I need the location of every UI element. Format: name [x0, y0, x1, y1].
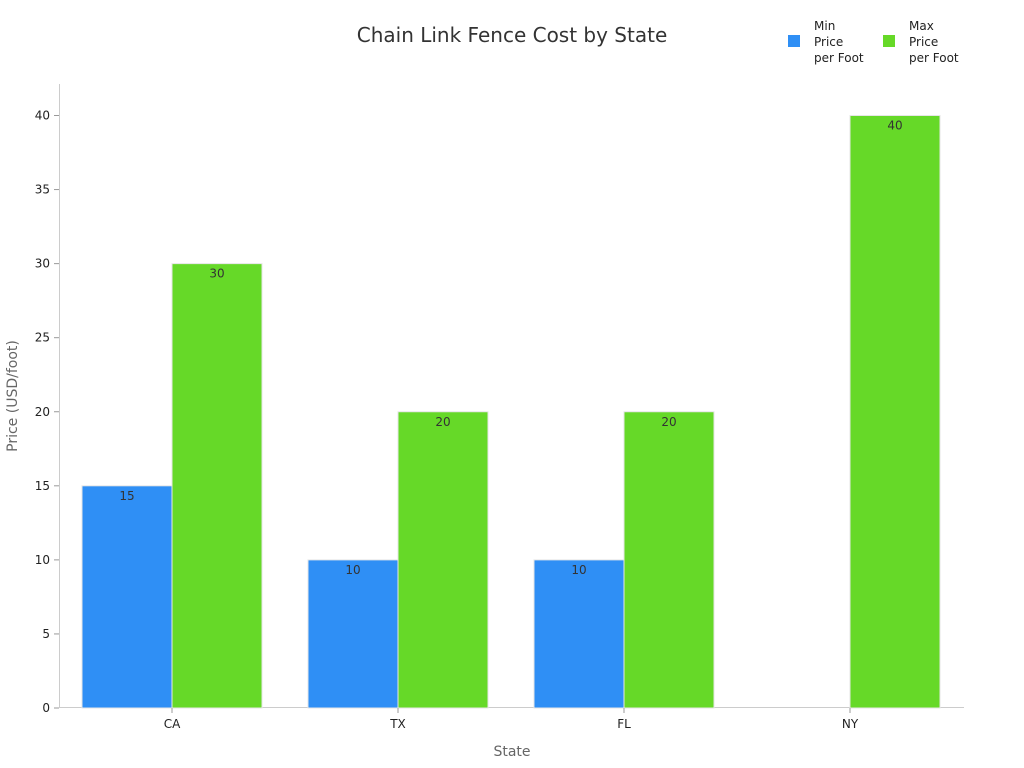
x-axis-title: State: [493, 744, 530, 760]
y-tick-label-25: 25: [35, 331, 50, 345]
bar-ca-max-price-per-foot: [171, 263, 263, 709]
y-tick-label-5: 5: [42, 627, 50, 641]
legend-label-max-price-per-foot: Max Price per Foot: [909, 19, 959, 65]
y-tick-label-30: 30: [35, 257, 50, 271]
legend-item-max-price-per-foot: Max Price per Foot: [883, 19, 959, 65]
data-label-ny-max-price-per-foot: 40: [887, 119, 902, 133]
data-label-fl-min-price-per-foot: 10: [571, 563, 586, 577]
data-labels: 15 30 10 20 10 20 40: [119, 119, 902, 577]
data-label-fl-max-price-per-foot: 20: [661, 415, 676, 429]
legend: Min Price per Foot Max Price per Foot: [788, 19, 959, 65]
y-tick-label-35: 35: [35, 183, 50, 197]
legend-item-min-price-per-foot: Min Price per Foot: [788, 19, 864, 65]
bar-tx-max-price-per-foot: [397, 411, 489, 709]
x-tick-label-tx: TX: [389, 717, 406, 731]
legend-label-min-price-per-foot: Min Price per Foot: [814, 19, 864, 65]
y-tick-label-40: 40: [35, 109, 50, 123]
data-label-ca-min-price-per-foot: 15: [119, 489, 134, 503]
bar-fl-max-price-per-foot: [623, 411, 715, 709]
bar-ca-min-price-per-foot: [81, 485, 173, 709]
bar-ny-max-price-per-foot: [849, 115, 941, 709]
x-axis-ticks: CA TX FL NY: [164, 708, 859, 731]
x-tick-label-ca: CA: [164, 717, 181, 731]
x-tick-label-fl: FL: [617, 717, 631, 731]
bar-fl-min-price-per-foot: [533, 559, 625, 709]
y-tick-label-0: 0: [42, 701, 50, 715]
data-label-tx-min-price-per-foot: 10: [345, 563, 360, 577]
y-axis-ticks: 0 5 10 15 20 25 30 35 40: [35, 109, 59, 715]
bar-tx-min-price-per-foot: [307, 559, 399, 709]
x-tick-label-ny: NY: [842, 717, 859, 731]
legend-swatch-min-price-per-foot: [788, 35, 800, 47]
legend-swatch-max-price-per-foot: [883, 35, 895, 47]
y-tick-label-20: 20: [35, 405, 50, 419]
bars: [81, 115, 941, 709]
data-label-ca-max-price-per-foot: 30: [209, 267, 224, 281]
y-tick-label-10: 10: [35, 553, 50, 567]
y-axis-title: Price (USD/foot): [5, 340, 21, 452]
chart-title: Chain Link Fence Cost by State: [357, 23, 668, 47]
y-tick-label-15: 15: [35, 479, 50, 493]
data-label-tx-max-price-per-foot: 20: [435, 415, 450, 429]
